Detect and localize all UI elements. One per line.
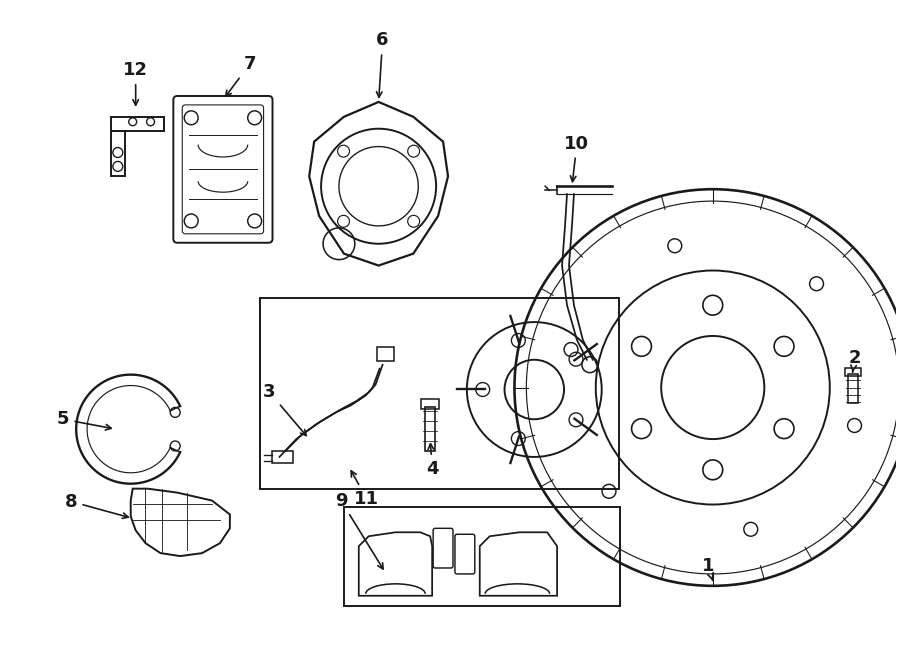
Bar: [848, 373, 858, 403]
Bar: [272, 451, 293, 463]
Bar: [376, 347, 394, 361]
Text: 5: 5: [57, 410, 112, 430]
Bar: [421, 399, 439, 409]
Text: 8: 8: [65, 492, 128, 518]
Bar: [425, 407, 435, 451]
Text: 10: 10: [564, 135, 590, 182]
Text: 2: 2: [849, 349, 860, 372]
Text: 4: 4: [426, 444, 438, 478]
Text: 9: 9: [335, 492, 383, 569]
Bar: [845, 368, 860, 375]
Bar: [111, 117, 165, 131]
Text: 7: 7: [226, 56, 256, 97]
Text: 6: 6: [376, 32, 389, 97]
Text: 11: 11: [351, 471, 379, 508]
Bar: [111, 131, 125, 176]
Text: 3: 3: [264, 383, 306, 436]
Text: 12: 12: [123, 61, 148, 105]
Text: 1: 1: [702, 557, 714, 580]
Bar: [259, 298, 618, 488]
Bar: [344, 506, 619, 605]
